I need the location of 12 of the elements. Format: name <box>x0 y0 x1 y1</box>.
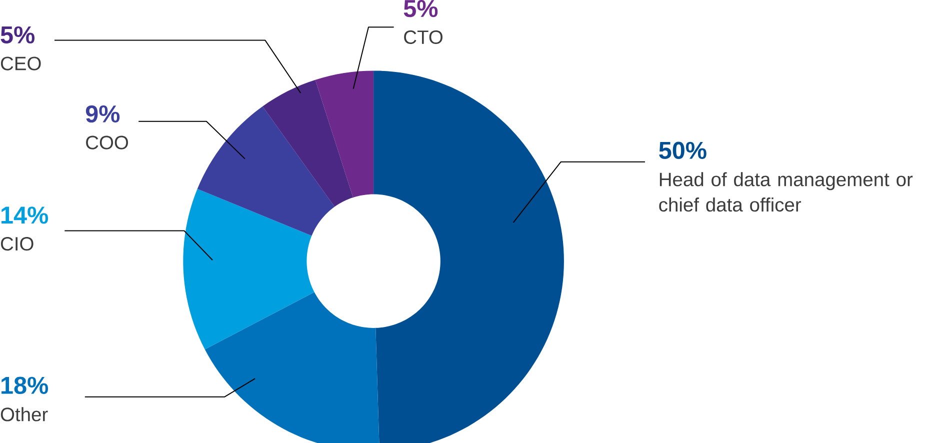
data-label: 5% <box>404 0 438 17</box>
data-label: 9% <box>86 105 120 122</box>
slice-label: CEO <box>0 56 41 70</box>
data-label: 18% <box>2 376 48 394</box>
slice-label: CIO <box>0 236 34 250</box>
slice-label: Head of data management or chief data officer <box>659 172 913 212</box>
slice-label: COO <box>86 136 128 150</box>
slice-label: Other <box>0 406 48 422</box>
slice-label: CTO <box>404 30 442 44</box>
data-label: 5% <box>0 26 34 44</box>
data-label: 50% <box>659 142 706 159</box>
data-label: 14% <box>2 206 48 224</box>
